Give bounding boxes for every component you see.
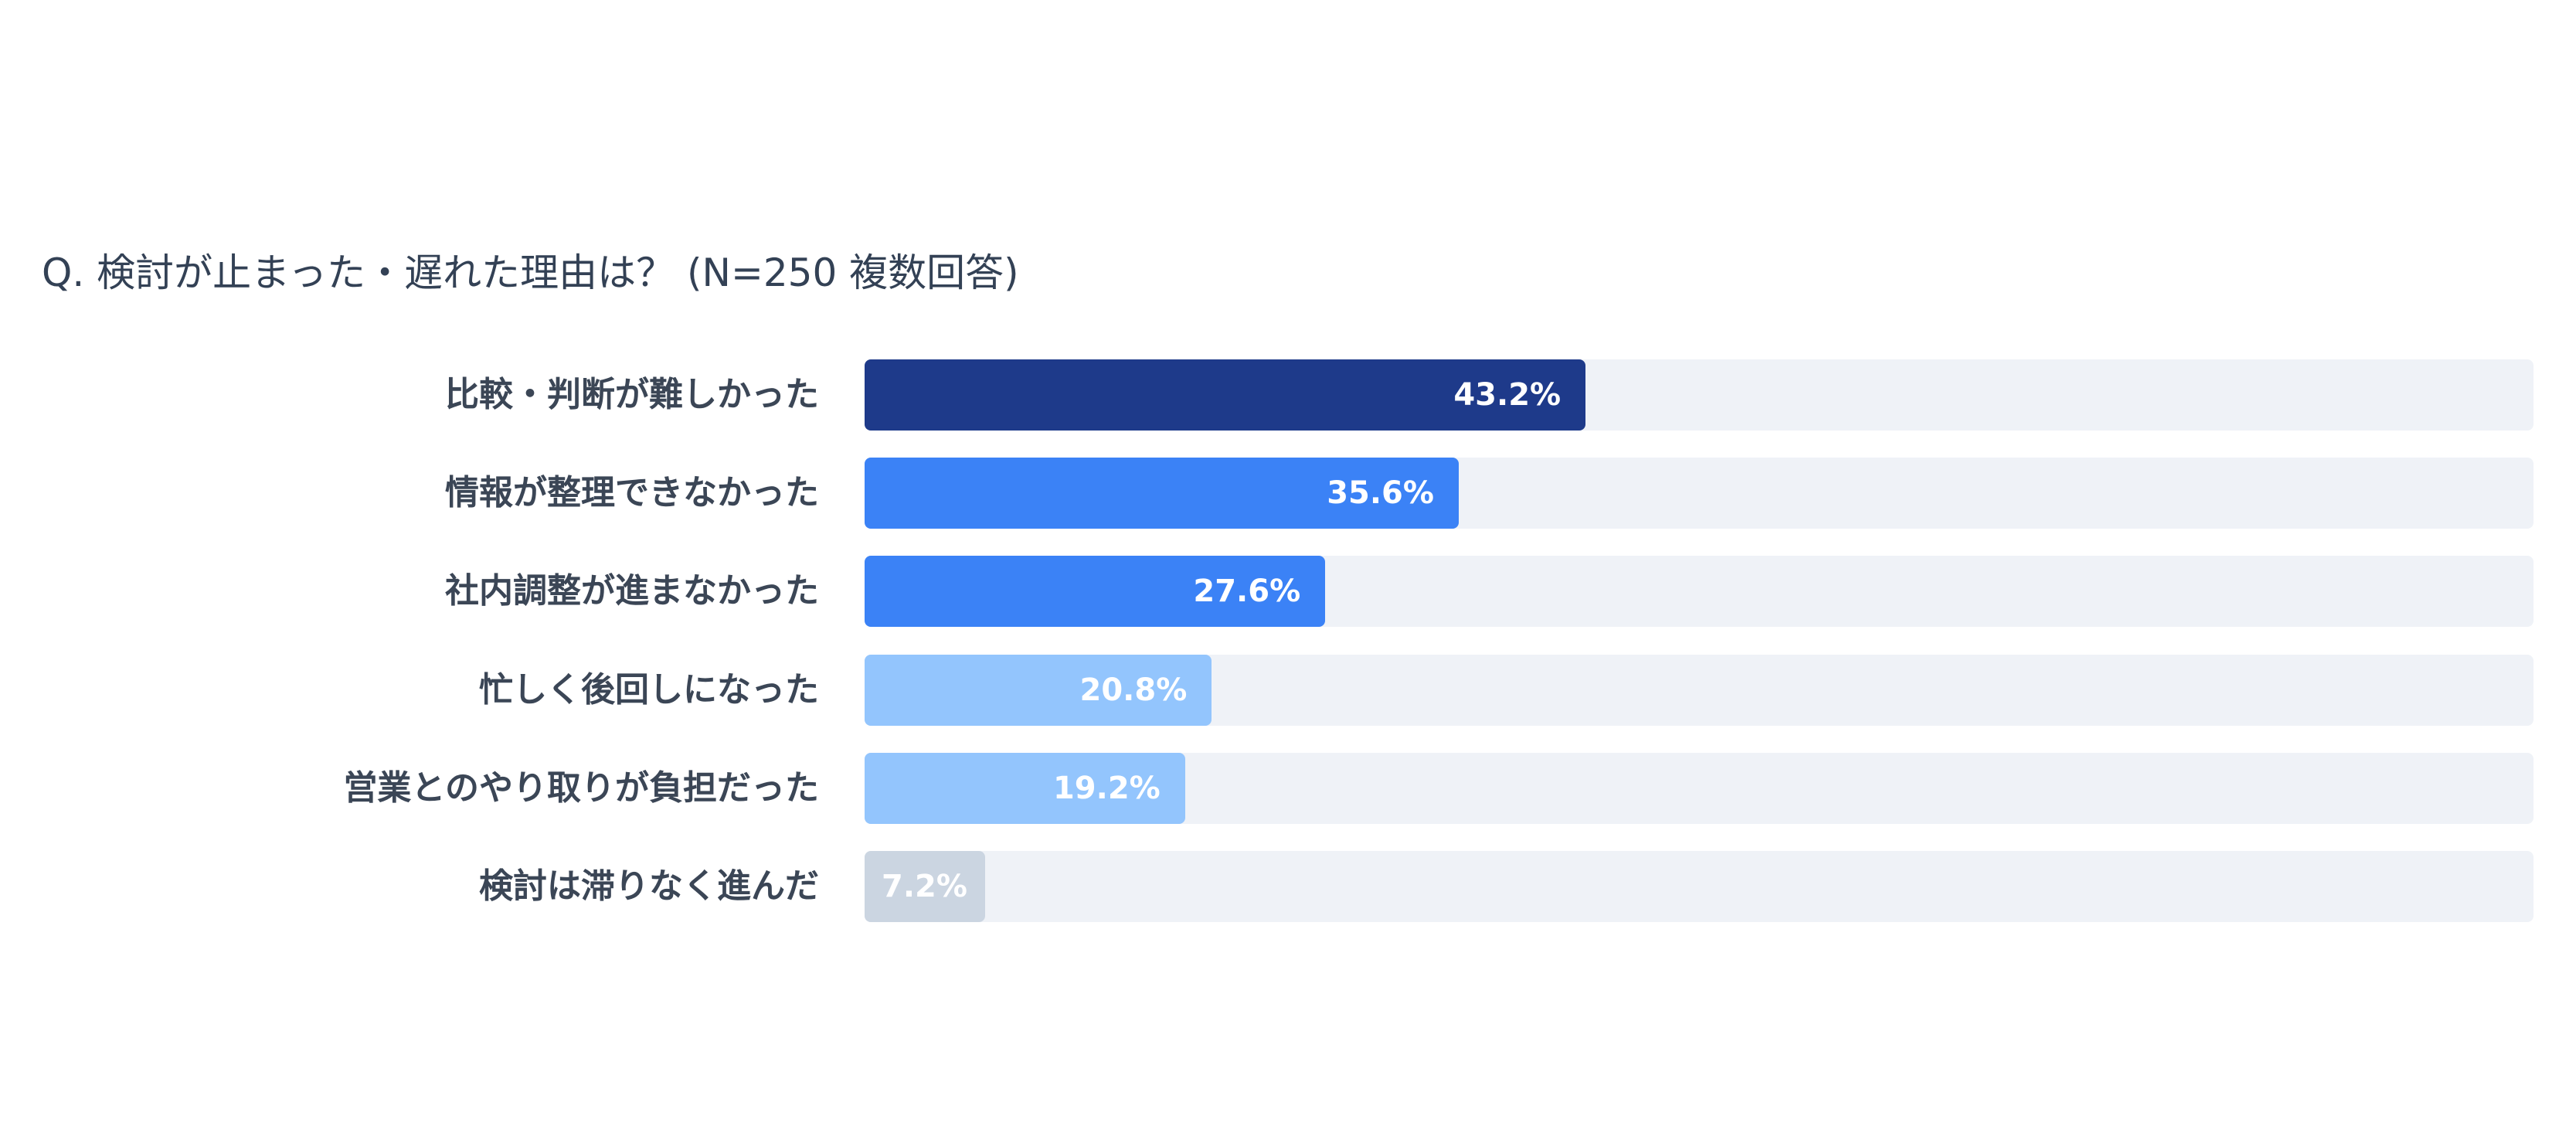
bar (865, 458, 1459, 529)
bar (865, 359, 1586, 431)
bar-track: 43.2% (865, 359, 2534, 431)
category-label: 忙しく後回しになった (479, 670, 819, 710)
category-label: 営業とのやり取りが負担だった (343, 768, 819, 808)
bar (865, 851, 985, 922)
bar-value-label: 35.6% (1327, 475, 1434, 511)
chart-title: Q. 検討が止まった・遅れた理由は？ (N=250 複数回答) (42, 250, 1019, 295)
bar-track: 35.6% (865, 458, 2534, 529)
bar (865, 655, 1212, 726)
bar-track: 7.2% (865, 851, 2534, 922)
bar (865, 556, 1326, 627)
bar-track: 27.6% (865, 556, 2534, 627)
bar-value-label: 20.8% (1079, 672, 1188, 708)
category-label: 検討は滞りなく進んだ (479, 866, 819, 906)
bar-value-label: 43.2% (1453, 377, 1562, 413)
bar-value-label: 19.2% (1052, 771, 1161, 806)
category-label: 比較・判断が難しかった (445, 375, 819, 414)
bar-track: 19.2% (865, 753, 2534, 824)
bar (865, 753, 1185, 824)
category-label: 情報が整理できなかった (445, 473, 819, 512)
bar-value-label: 27.6% (1193, 574, 1301, 609)
bar-track: 20.8% (865, 655, 2534, 726)
category-label: 社内調整が進まなかった (445, 571, 819, 611)
bar-value-label: 7.2% (882, 869, 967, 904)
